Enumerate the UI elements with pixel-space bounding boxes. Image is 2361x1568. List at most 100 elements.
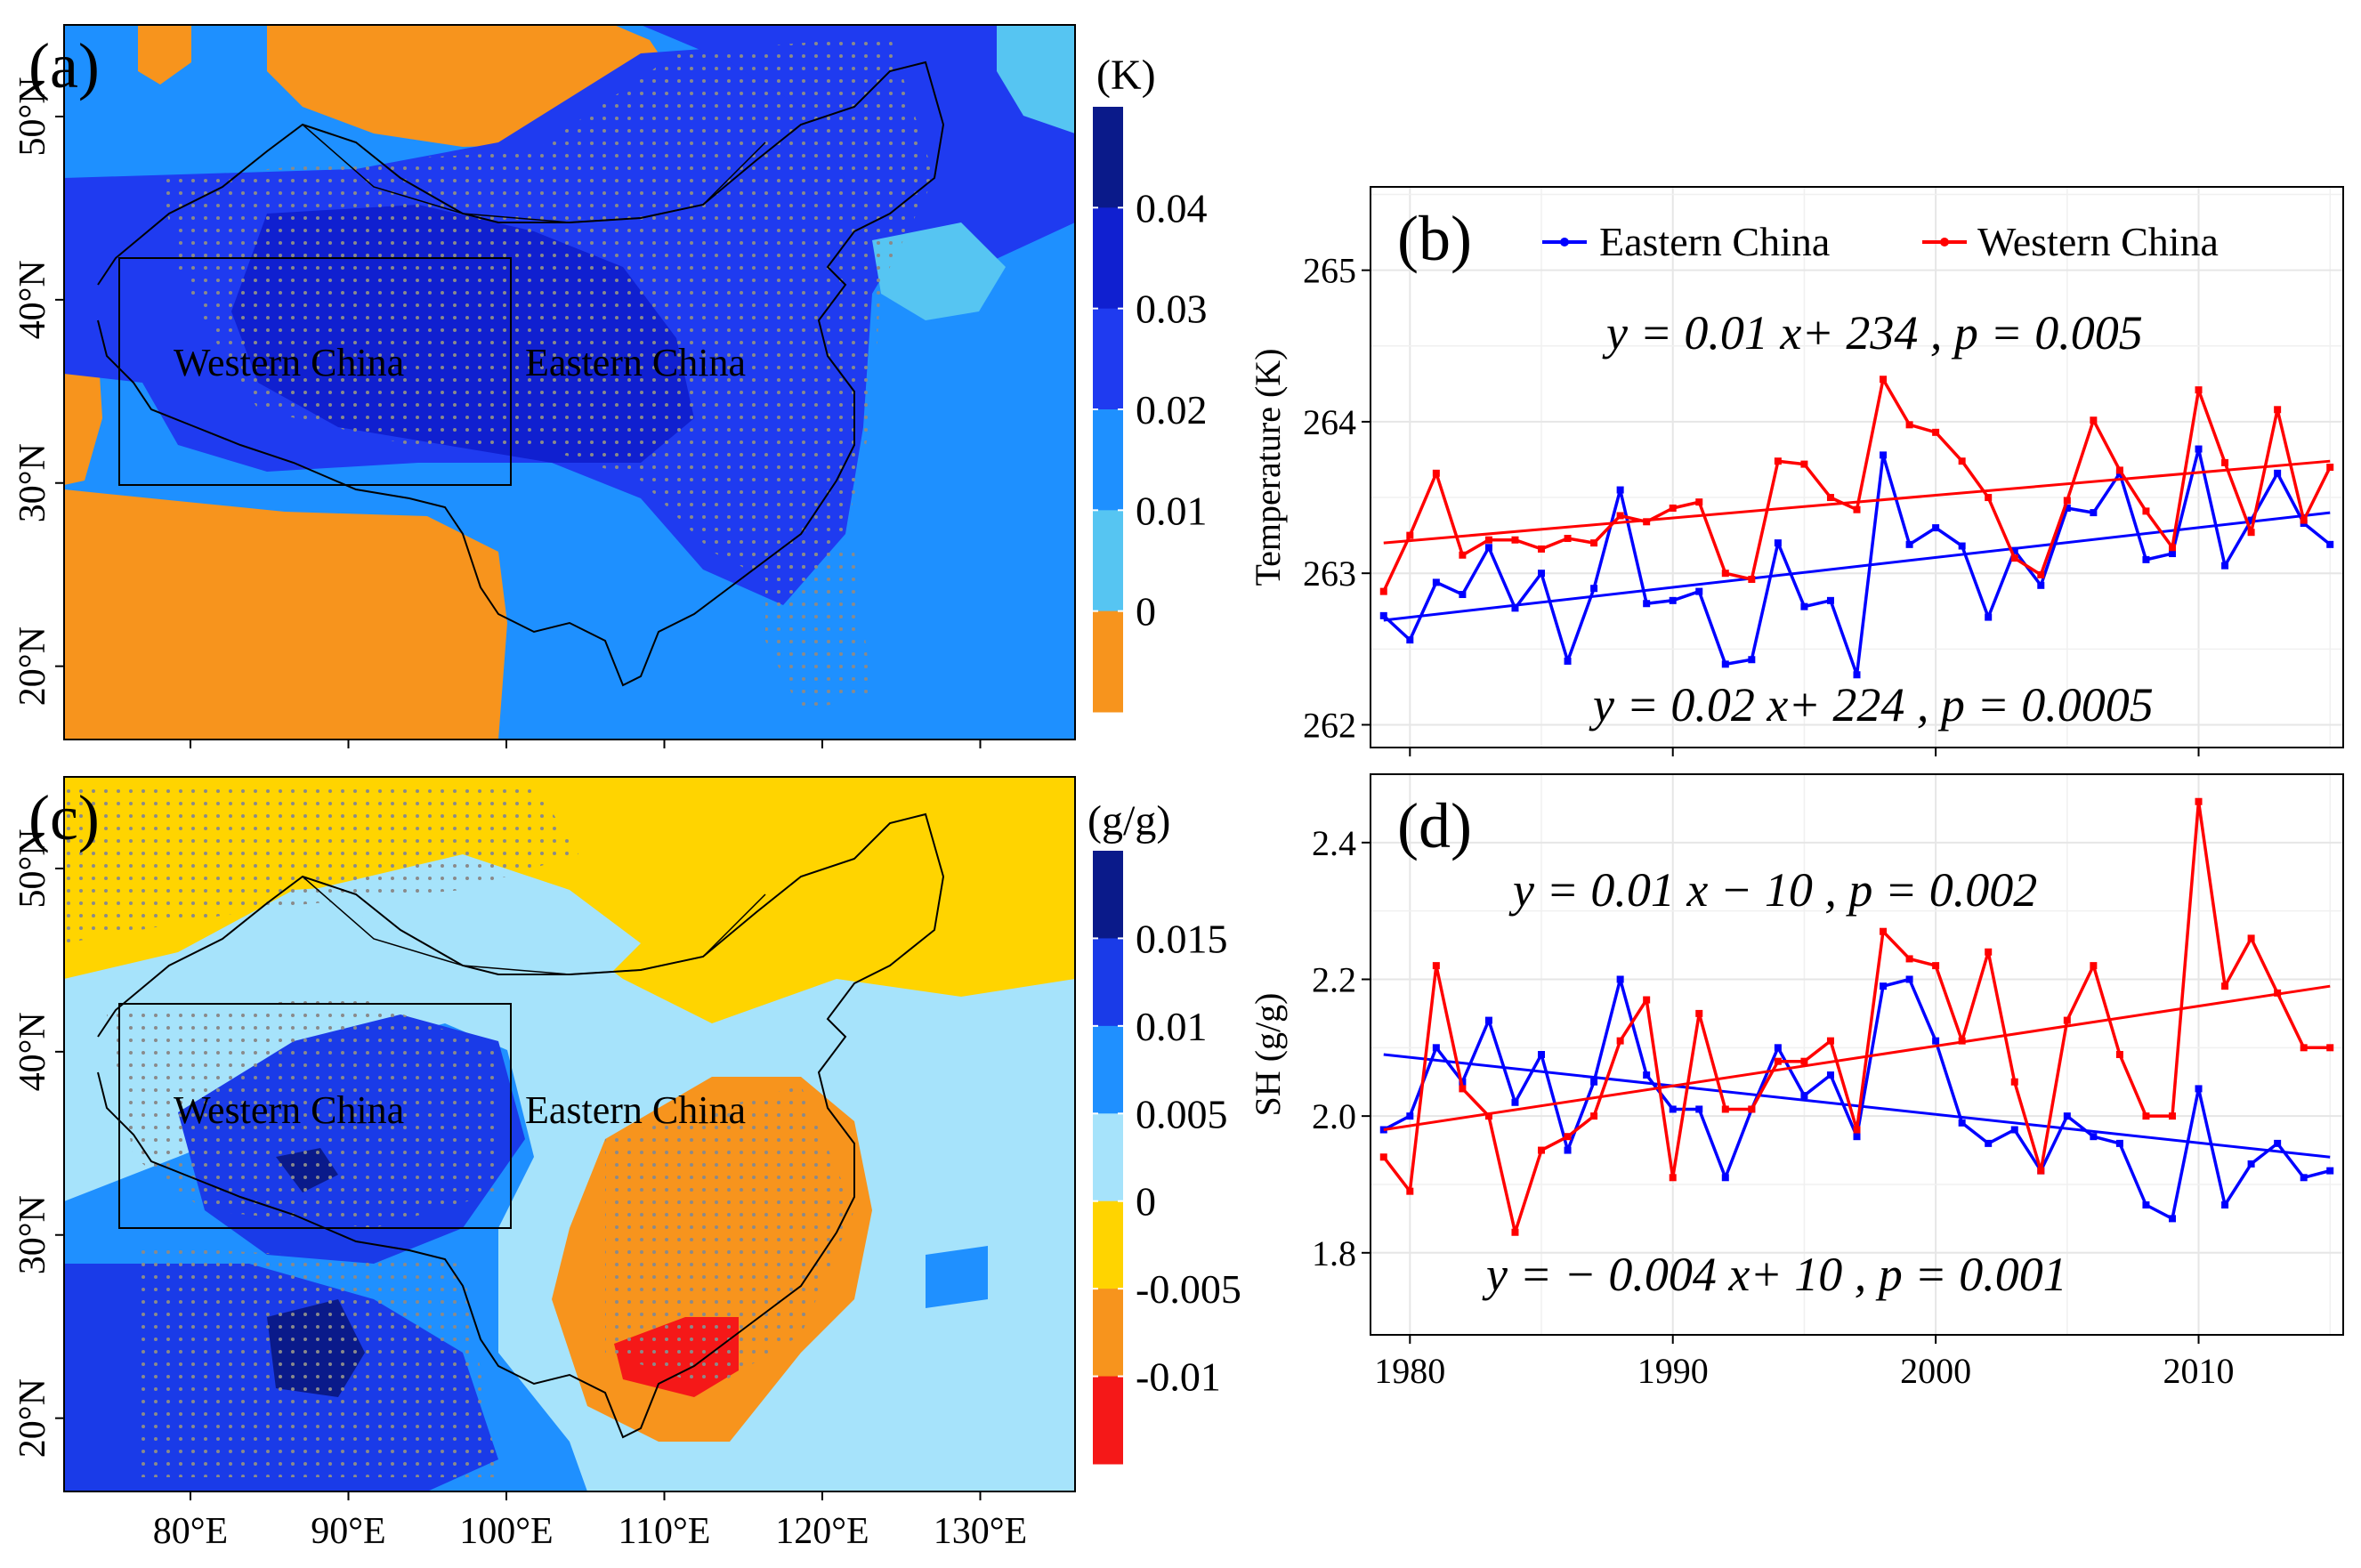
data-point-western-china xyxy=(2037,570,2045,578)
colorbar-label: 0 xyxy=(1136,1179,1156,1224)
data-point-eastern-china xyxy=(1564,1146,1572,1154)
data-point-western-china xyxy=(2168,1112,2176,1120)
data-point-eastern-china xyxy=(1695,1105,1703,1113)
data-point-western-china xyxy=(1406,1187,1414,1195)
data-point-eastern-china xyxy=(2010,1126,2018,1134)
data-point-western-china xyxy=(1616,1037,1624,1045)
data-point-eastern-china xyxy=(1590,1078,1598,1086)
data-point-eastern-china xyxy=(2168,550,2176,558)
colorbar-swatch xyxy=(1093,107,1123,208)
colorbar-label: 0.03 xyxy=(1136,287,1208,332)
y-tick-label: 265 xyxy=(1303,251,1356,291)
data-point-western-china xyxy=(1905,955,1913,963)
data-point-western-china xyxy=(1695,1009,1703,1017)
data-point-western-china xyxy=(2090,962,2098,970)
data-point-western-china xyxy=(1511,536,1519,544)
data-point-eastern-china xyxy=(1669,1105,1677,1113)
legend-east-marker xyxy=(1560,238,1569,247)
data-point-western-china xyxy=(1880,927,1888,935)
panel-d-chart: 1.8 2.0 2.2 2.4 1980 1990 2000 2010 (d) SH (g/g… xyxy=(1248,773,2344,1391)
map-a-y-ticks: 20°N 30°N 40°N 50°N xyxy=(12,77,64,706)
data-point-eastern-china xyxy=(1932,1037,1940,1045)
map-a-frame xyxy=(63,24,1076,740)
data-point-eastern-china xyxy=(1616,486,1624,494)
data-point-eastern-china xyxy=(1406,636,1414,644)
data-point-eastern-china xyxy=(1958,542,1966,550)
map-a-label-eastern: Eastern China xyxy=(525,341,746,384)
data-point-eastern-china xyxy=(2274,469,2282,477)
data-point-eastern-china xyxy=(2090,1133,2098,1141)
x-tick-label: 80°E xyxy=(153,1511,228,1552)
data-point-eastern-china xyxy=(1985,613,1993,621)
data-point-western-china xyxy=(2010,554,2018,562)
data-point-western-china xyxy=(2221,982,2229,990)
x-tick-label: 130°E xyxy=(934,1511,1027,1552)
data-point-western-china xyxy=(2142,1112,2150,1120)
colorbar-swatch xyxy=(1093,610,1123,713)
data-point-western-china xyxy=(1800,1057,1808,1065)
data-point-eastern-china xyxy=(1774,539,1782,547)
colorbar-label: 0.01 xyxy=(1136,488,1208,533)
x-tick-label: 120°E xyxy=(775,1511,869,1552)
data-point-western-china xyxy=(2274,989,2282,997)
x-tick-label: 1980 xyxy=(1374,1351,1445,1391)
colorbar-label: -0.005 xyxy=(1136,1266,1241,1312)
x-tick-label: 1990 xyxy=(1637,1351,1709,1391)
data-point-eastern-china xyxy=(2274,1139,2282,1147)
colorbar-label: 0.015 xyxy=(1136,916,1228,961)
map-c-stippling-south xyxy=(133,1246,498,1477)
data-point-eastern-china xyxy=(1853,1133,1861,1141)
data-point-western-china xyxy=(1432,962,1440,970)
data-point-western-china xyxy=(1774,457,1782,465)
map-c-region-box xyxy=(118,1003,512,1229)
data-point-western-china xyxy=(1721,1105,1729,1113)
data-point-western-china xyxy=(1432,469,1440,477)
x-tick-label: 100°E xyxy=(459,1511,553,1552)
data-point-western-china xyxy=(2326,1044,2334,1052)
data-point-western-china xyxy=(2142,507,2150,515)
data-point-eastern-china xyxy=(2247,516,2255,524)
panel-c-map: Western China Eastern China (c) 20°N 30°N… xyxy=(12,776,1076,1552)
colorbar-label: 0 xyxy=(1136,589,1156,634)
colorbar-swatch xyxy=(1093,1025,1123,1114)
y-tick-label: 264 xyxy=(1303,402,1356,442)
data-point-western-china xyxy=(1826,494,1834,502)
data-point-western-china xyxy=(1379,1153,1387,1161)
data-point-eastern-china xyxy=(1695,587,1703,595)
data-point-western-china xyxy=(1721,570,1729,578)
colorbar-swatch xyxy=(1093,409,1123,511)
map-a-china-outline xyxy=(97,61,945,687)
data-point-eastern-china xyxy=(1932,524,1940,532)
data-point-western-china xyxy=(1669,1174,1677,1182)
data-point-western-china xyxy=(1880,376,1888,384)
panel-a-map: Western China Eastern China (a) 20°N 30°N… xyxy=(12,24,1076,748)
x-tick-label: 2000 xyxy=(1900,1351,1971,1391)
map-c-x-ticks: 80°E 90°E 100°E 110°E 120°E 130°E xyxy=(153,1491,1027,1552)
data-point-eastern-china xyxy=(1406,1112,1414,1120)
colorbar-a-unit: (K) xyxy=(1096,52,1156,99)
data-point-western-china xyxy=(1484,536,1492,544)
trend-line-western-china xyxy=(1383,984,2331,1131)
data-point-eastern-china xyxy=(1721,660,1729,668)
data-point-eastern-china xyxy=(1459,591,1467,599)
panel-d-ylabel: SH (g/g) xyxy=(1248,993,1288,1117)
colorbar-swatch xyxy=(1093,308,1123,410)
data-point-western-china xyxy=(1484,1112,1492,1120)
y-tick-label: 50°N xyxy=(12,77,53,156)
data-point-western-china xyxy=(2168,544,2176,552)
colorbar-swatch xyxy=(1093,510,1123,612)
data-point-eastern-china xyxy=(1511,1098,1519,1106)
data-point-western-china xyxy=(2326,464,2334,471)
data-point-western-china xyxy=(1985,948,1993,956)
y-tick-label: 2.4 xyxy=(1312,823,1356,863)
data-point-western-china xyxy=(1748,1105,1756,1113)
colorbar-swatch xyxy=(1093,938,1123,1027)
colorbar-label: 0.005 xyxy=(1136,1091,1228,1136)
map-c-label-eastern: Eastern China xyxy=(525,1088,746,1132)
data-point-eastern-china xyxy=(2195,1085,2203,1093)
map-c-region-east-blue xyxy=(926,1246,988,1308)
data-point-eastern-china xyxy=(1826,1071,1834,1079)
data-point-eastern-china xyxy=(1538,570,1546,578)
legend-west-label: Western China xyxy=(1977,219,2219,264)
